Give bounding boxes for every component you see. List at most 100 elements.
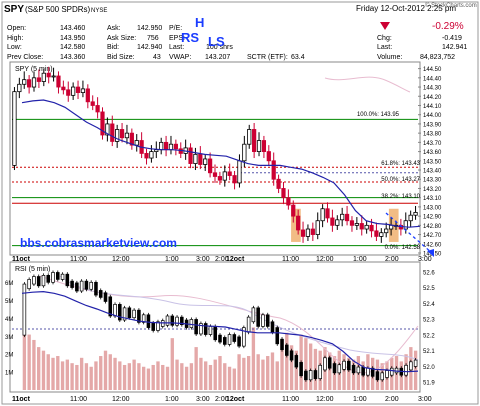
volume-bar — [27, 334, 31, 390]
volume-bar — [146, 368, 151, 390]
volume-bar — [22, 297, 27, 390]
prev-close-label: Prev Close: — [7, 54, 43, 61]
rsi-candle-body — [194, 319, 198, 335]
rsi-candle-body — [232, 334, 237, 342]
rsi-candle-body — [261, 314, 265, 327]
rsi-candle-body — [218, 334, 222, 343]
candle-body — [41, 72, 46, 82]
rsi-candle-body — [351, 364, 356, 374]
volume-label: Volume: — [377, 54, 402, 61]
rsi-candle-body — [366, 367, 370, 376]
rsi-candle-body — [227, 334, 232, 345]
volume-bar — [308, 343, 313, 390]
candle-body — [305, 228, 311, 237]
candle-body — [330, 217, 335, 226]
candle-body — [100, 111, 105, 136]
rsi-candle-body — [237, 336, 241, 347]
candle-body — [134, 140, 139, 146]
candle-body — [344, 213, 350, 222]
rsi-candle-body — [294, 355, 299, 368]
volume-y-tick-label: 6M — [5, 281, 13, 287]
x-tick-label-bottom: 2:00 — [215, 396, 229, 403]
price-y-tick-label: 144.40 — [423, 76, 442, 82]
low-label: Low: — [7, 44, 22, 51]
fib-label-50: 50.0%: 143.27 — [381, 177, 420, 183]
watermark: bbs.cobrasmarketview.com — [20, 236, 177, 250]
eps-label: EPS: — [169, 35, 185, 42]
volume-bar — [266, 356, 270, 390]
volume-bar — [56, 356, 60, 390]
candle-body — [325, 208, 330, 219]
rsi-candle-body — [27, 279, 31, 290]
rsi-candle-body — [270, 321, 275, 333]
volume-bar — [246, 356, 251, 390]
last-label: Last: — [169, 44, 184, 51]
rsi-candle-body — [84, 280, 89, 290]
candle-body — [31, 77, 37, 88]
volume-bar — [151, 364, 155, 390]
volume-bar — [180, 363, 184, 390]
volume-bar — [141, 366, 146, 390]
volume-bar — [294, 350, 299, 390]
rsi-candle-body — [22, 283, 27, 336]
price-y-tick-label: 142.70 — [423, 233, 442, 239]
rsi-candle-body — [156, 321, 160, 331]
rsi-candle-body — [113, 304, 117, 317]
volume-bar — [347, 357, 351, 390]
rsi-candle-body — [103, 292, 108, 302]
x-tick-label-bottom: 12:00 — [316, 396, 334, 403]
rsi-candle-body — [46, 275, 51, 283]
volume-bar — [161, 364, 165, 390]
volume-bar — [285, 332, 289, 390]
candle-body — [188, 147, 193, 164]
candle-body — [281, 188, 286, 199]
price-moving-average — [21, 99, 420, 228]
volume-bar — [289, 345, 294, 390]
candle-body — [17, 83, 22, 93]
open-value: 143.460 — [60, 25, 85, 32]
high-label: High: — [7, 35, 23, 42]
price-y-tick-label: 144.30 — [423, 86, 442, 92]
volume-bar — [342, 354, 346, 390]
volume-bar — [137, 363, 141, 390]
x-tick-label: 11:00 — [282, 256, 299, 263]
rsi-candle-body — [127, 307, 132, 319]
pe-label: P/E: — [169, 25, 182, 32]
candle-body — [403, 220, 408, 230]
rsi-candle-body — [347, 360, 351, 371]
rsi-candle-body — [246, 316, 251, 333]
rsi-candle-body — [65, 273, 70, 287]
volume-bar — [232, 368, 236, 390]
price-y-tick-label: 143.40 — [423, 169, 442, 175]
candle-body — [144, 153, 149, 159]
rsi-candle-body — [122, 307, 127, 321]
price-y-tick-label: 143.70 — [423, 141, 442, 147]
rsi-y-tick-label: 52.5 — [423, 286, 435, 292]
rsi-candle-body — [41, 275, 46, 287]
rsi-candle-body — [385, 370, 389, 378]
rsi-y-tick-label: 52.2 — [423, 333, 435, 339]
down-arrow-icon — [380, 22, 390, 30]
open-label: Open: — [7, 25, 26, 32]
volume-bar — [328, 352, 332, 390]
rsi-y-tick-label: 52.3 — [423, 318, 435, 324]
candle-body — [71, 86, 76, 96]
faint-overlay-line — [324, 76, 411, 93]
last2-value: 142.941 — [442, 44, 467, 51]
candle-body — [95, 105, 100, 113]
fib-label-100: 100.0%: 143.95 — [357, 112, 400, 118]
candle-body — [237, 160, 242, 184]
rsi-candle-body — [56, 272, 60, 280]
rsi-candle-body — [304, 370, 308, 381]
rsi-candle-body — [94, 281, 98, 296]
candle-body — [22, 79, 27, 85]
x-tick-label-bottom: 2:00 — [385, 396, 399, 403]
price-panel-title: SPY (5 min) — [15, 66, 53, 73]
ask-size-label: Ask Size: — [107, 35, 136, 42]
rsi-candle-body — [256, 307, 260, 327]
rsi-candle-body — [203, 323, 208, 335]
candle-body — [129, 132, 134, 146]
candle-body — [271, 160, 276, 180]
rsi-candle-body — [299, 362, 303, 377]
candle-body — [90, 101, 95, 106]
